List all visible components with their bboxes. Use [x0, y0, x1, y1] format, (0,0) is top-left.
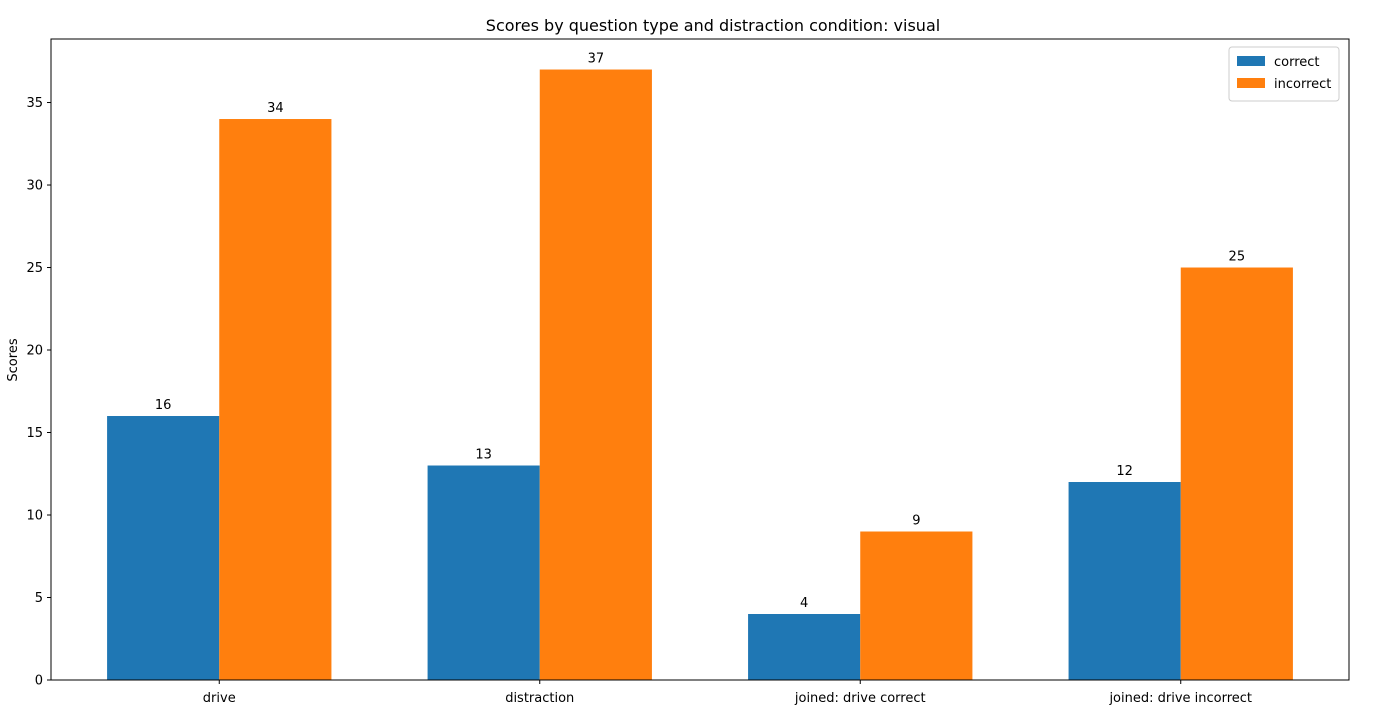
y-tick-label: 20 — [26, 344, 43, 359]
legend-label-correct: correct — [1274, 55, 1320, 70]
chart-title: Scores by question type and distraction … — [486, 16, 940, 35]
legend-swatch-correct — [1237, 56, 1265, 66]
plot-area: 16 13 4 12 34 37 9 25 0 5 10 15 20 25 30 35 drive distrac… — [26, 38, 1350, 706]
y-tick-label: 0 — [35, 674, 43, 689]
axes-frame — [50, 38, 1350, 681]
x-tick-label: distraction — [505, 691, 574, 706]
value-label-incorrect-1: 37 — [588, 52, 605, 67]
y-tick-label: 35 — [26, 96, 43, 111]
x-tick-label: drive — [203, 691, 236, 706]
legend-label-incorrect: incorrect — [1274, 77, 1331, 92]
value-label-correct-3: 12 — [1116, 464, 1133, 479]
bar-incorrect-3 — [1180, 267, 1293, 680]
value-label-correct-1: 13 — [475, 448, 492, 463]
y-tick-label: 25 — [26, 261, 43, 276]
bar-incorrect-0 — [219, 119, 332, 681]
bar-incorrect-2 — [860, 531, 973, 680]
bar-correct-2 — [748, 614, 861, 680]
bar-incorrect-1 — [539, 69, 652, 681]
legend: correct incorrect — [1228, 46, 1340, 102]
y-tick-label: 5 — [35, 591, 43, 606]
value-label-incorrect-2: 9 — [912, 514, 920, 529]
bar-correct-0 — [107, 416, 220, 680]
y-tick-label: 15 — [26, 426, 43, 441]
y-tick-label: 10 — [26, 509, 43, 524]
y-tick-label: 30 — [26, 179, 43, 194]
value-label-correct-0: 16 — [155, 398, 172, 413]
value-label-incorrect-0: 34 — [267, 101, 284, 116]
bar-correct-3 — [1068, 482, 1181, 680]
value-label-correct-2: 4 — [800, 596, 808, 611]
y-axis-label: Scores — [6, 338, 21, 381]
x-tick-label: joined: drive correct — [794, 691, 926, 706]
legend-swatch-incorrect — [1237, 78, 1265, 88]
value-label-incorrect-3: 25 — [1229, 250, 1246, 265]
bar-correct-1 — [427, 465, 540, 680]
x-tick-label: joined: drive incorrect — [1108, 691, 1252, 706]
